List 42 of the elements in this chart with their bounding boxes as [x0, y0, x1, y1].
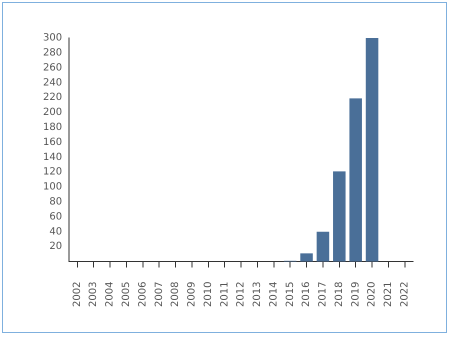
y-tick-label: 60 [49, 211, 62, 222]
y-tick-label: 20 [49, 241, 62, 252]
y-tick-label: 160 [42, 136, 62, 148]
x-tick-label: 2007 [154, 282, 165, 308]
y-tick-label: 240 [42, 77, 62, 88]
x-tick-label: 2017 [318, 282, 329, 308]
x-tick-label: 2004 [104, 282, 116, 308]
y-tick-label: 140 [42, 152, 62, 163]
x-tick-label: 2019 [350, 282, 362, 308]
x-tick-label: 2006 [137, 282, 148, 308]
y-tick-label: 220 [42, 92, 62, 104]
y-tick-label: 180 [42, 122, 62, 134]
x-tick-label: 2021 [383, 282, 394, 308]
bar [316, 232, 330, 262]
x-tick-label: 2005 [121, 282, 132, 308]
x-tick-label: 2012 [236, 282, 247, 308]
x-tick-label: 2013 [252, 282, 264, 308]
frame: 2002 2003 2004 2005 2006 2007 2008 2009 2010 2011 2012 2013 2014 2015 2016 2017 2018 2019 2020 2021 2022 20 40 60 80 100 120 140 160 180 200 220 240 260 280 300 [2, 2, 447, 333]
y-tick-label: 80 [49, 196, 62, 208]
y-tick-label: 40 [49, 226, 62, 238]
y-tick-label: 120 [42, 166, 62, 178]
x-tick-label: 2018 [334, 282, 345, 308]
y-tick-label: 260 [42, 62, 62, 74]
x-tick-label: 2003 [88, 282, 100, 308]
x-tick-label: 2011 [219, 282, 230, 308]
bar [300, 253, 313, 262]
x-tick-label: 2022 [399, 282, 410, 308]
y-tick-label: 200 [42, 107, 62, 118]
x-tick-label: 2002 [72, 282, 83, 308]
bar [349, 98, 362, 262]
y-tick-label: 300 [42, 32, 62, 44]
bar [366, 38, 378, 262]
x-tick-label: 2016 [301, 282, 312, 308]
y-tick-label: 280 [42, 47, 62, 58]
x-tick-label: 2008 [170, 282, 182, 308]
y-tick-label: 100 [42, 182, 62, 193]
x-tick-label: 2010 [202, 282, 214, 308]
x-tick-label: 2014 [268, 282, 280, 308]
x-tick-label: 2020 [366, 282, 378, 308]
bar [333, 171, 346, 262]
x-tick-label: 2015 [284, 282, 296, 308]
x-tick-label: 2009 [186, 282, 198, 308]
